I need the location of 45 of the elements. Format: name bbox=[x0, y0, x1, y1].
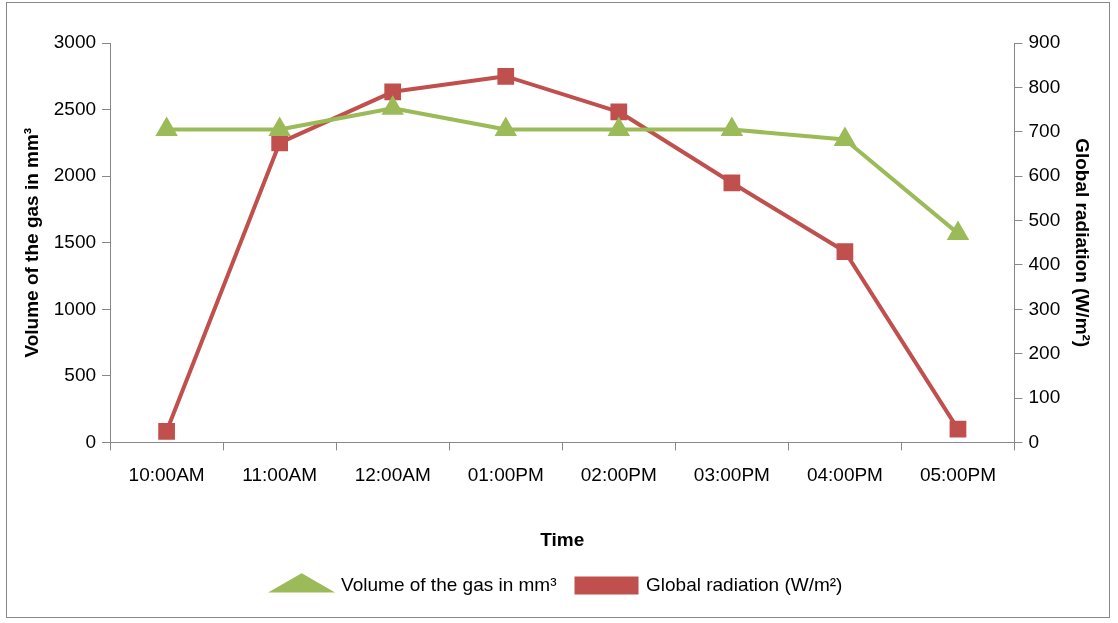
y-axis-title: Volume of the gas in mm³ bbox=[20, 127, 42, 358]
x-tick-label: 03:00PM bbox=[693, 464, 770, 486]
y-tick-label: 2000 bbox=[53, 164, 97, 186]
legend-label: Global radiation (W/m²) bbox=[646, 573, 843, 595]
point bbox=[836, 243, 854, 260]
y-tick-label: 0 bbox=[85, 430, 97, 452]
y-tick-label: 1500 bbox=[53, 230, 97, 252]
x-tick-label: 01:00PM bbox=[467, 464, 544, 486]
y2-tick-label: 300 bbox=[1028, 297, 1061, 319]
y-tick-label: 1000 bbox=[53, 297, 97, 319]
y2-tick-label: 200 bbox=[1028, 341, 1061, 363]
x-tick-label: 10:00AM bbox=[128, 464, 205, 486]
point bbox=[382, 97, 403, 115]
x-tick-label: 11:00AM bbox=[242, 464, 317, 486]
point bbox=[720, 116, 743, 137]
x-tick-label: 04:00PM bbox=[806, 464, 883, 486]
y2-tick-label: 700 bbox=[1028, 119, 1061, 141]
point bbox=[610, 103, 628, 121]
y-tick-label: 500 bbox=[64, 364, 97, 386]
y-tick-label: 3000 bbox=[53, 31, 97, 53]
point bbox=[497, 67, 515, 85]
y2-axis-title: Global radiation (W/m²) bbox=[1072, 138, 1094, 348]
point bbox=[268, 116, 291, 137]
y2-tick-label: 900 bbox=[1028, 31, 1061, 53]
point bbox=[723, 174, 741, 192]
point bbox=[158, 422, 175, 440]
y2-tick-label: 800 bbox=[1028, 75, 1061, 97]
x-tick-label: 12:00AM bbox=[354, 464, 431, 486]
point bbox=[833, 126, 856, 147]
x-tick-label: 02:00PM bbox=[580, 464, 657, 486]
y2-tick-label: 400 bbox=[1028, 253, 1061, 275]
x-axis-title: Time bbox=[540, 528, 585, 550]
y2-tick-label: 500 bbox=[1028, 208, 1061, 230]
point bbox=[155, 116, 178, 137]
point bbox=[271, 134, 289, 152]
y2-tick-label: 100 bbox=[1028, 386, 1061, 408]
y-tick-label: 2500 bbox=[53, 97, 97, 119]
point bbox=[607, 116, 630, 137]
point bbox=[494, 116, 517, 137]
y2-tick-label: 0 bbox=[1028, 430, 1040, 452]
point bbox=[384, 83, 402, 101]
point bbox=[949, 420, 967, 438]
y2-tick-label: 600 bbox=[1028, 164, 1061, 186]
legend-label: Volume of the gas in mm³ bbox=[341, 573, 557, 595]
x-tick-label: 05:00PM bbox=[919, 464, 996, 486]
